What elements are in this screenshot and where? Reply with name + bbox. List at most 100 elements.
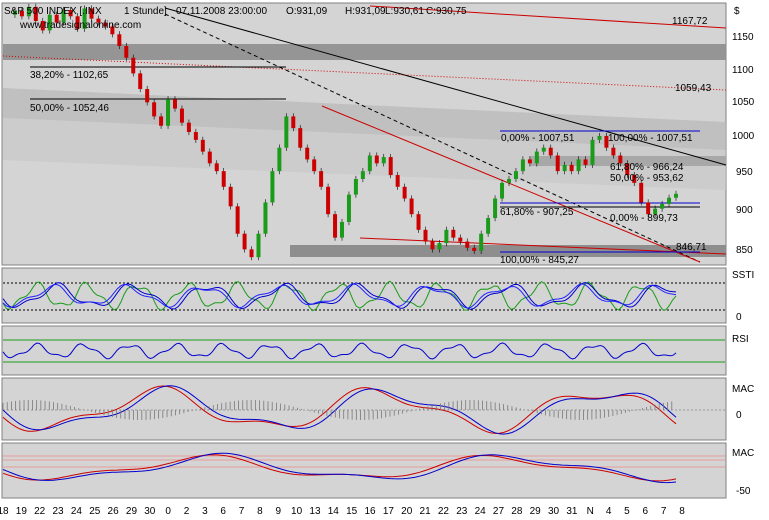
header-open: O:931,09: [286, 6, 328, 17]
candle-body: [346, 194, 351, 222]
candle-body: [47, 14, 52, 31]
time-tick: 3: [202, 506, 208, 517]
candle-body: [646, 202, 651, 215]
time-tick: 31: [566, 506, 578, 517]
candle-body: [486, 218, 491, 234]
candle-body: [166, 99, 171, 126]
candle-body: [576, 159, 581, 172]
indicator-lines: [2, 280, 725, 484]
time-tick: 9: [275, 506, 281, 517]
time-tick: 14: [328, 506, 340, 517]
candle-body: [89, 8, 94, 19]
fib-382-label: 38,20% - 1102,65: [30, 70, 109, 81]
dotted-resistance-line: [2, 55, 727, 91]
time-tick: 16: [364, 506, 376, 517]
trend-band-lower: [3, 118, 726, 190]
price-tick: 1100: [732, 65, 754, 76]
fib-0-lower-label: 0,00% - 899,73: [610, 213, 678, 224]
macd1-label: MAC: [732, 384, 754, 395]
candle-body: [159, 116, 164, 126]
candle-body: [96, 18, 101, 23]
fib-band-966: [530, 156, 726, 166]
time-tick: 6: [220, 506, 226, 517]
candle-body: [242, 233, 247, 250]
fib-618-upper-label: 61,80% - 966,24: [610, 162, 684, 173]
header-interval: 1 Stunde]: [124, 6, 167, 17]
time-tick: 19: [16, 506, 28, 517]
candle-body: [507, 178, 511, 183]
time-tick: 29: [126, 506, 138, 517]
candle-body: [625, 163, 630, 176]
header-symbol: S&P 500 INDEX [.INX: [4, 6, 102, 17]
candle-body: [221, 171, 226, 187]
macd1-signal-line: [2, 385, 677, 434]
candle-body: [583, 159, 588, 165]
header-close: C:930,75: [426, 6, 467, 17]
rsi-panel: [1, 325, 727, 376]
time-tick: 23: [52, 506, 64, 517]
candle-body: [395, 175, 400, 187]
candle-body: [465, 241, 470, 248]
header-low: L:930,61: [385, 6, 424, 17]
candle-body: [667, 197, 672, 204]
candle-body: [68, 10, 73, 17]
time-tick: 22: [34, 506, 46, 517]
rsi-label: RSI: [732, 334, 749, 345]
price-tick: 950: [736, 167, 753, 178]
time-tick: 26: [108, 506, 120, 517]
candle-body: [500, 182, 505, 199]
candle-body: [367, 155, 372, 172]
time-tick: 27: [493, 506, 505, 517]
time-tick: 6: [643, 506, 649, 517]
macd2-line: [2, 452, 677, 484]
ssti-green-line: [2, 280, 677, 312]
candle-body: [284, 116, 289, 148]
candle-body: [207, 151, 212, 164]
candle-body: [527, 159, 532, 164]
candle-body: [590, 139, 595, 165]
level-1167-label: 1167,72: [672, 16, 708, 27]
price-tick: 900: [736, 205, 753, 216]
ssti-label: SSTI: [732, 270, 754, 281]
macd1-histogram: [2, 400, 673, 420]
candle-body: [19, 10, 24, 17]
time-tick: 2: [184, 506, 190, 517]
time-tick: 30: [144, 506, 156, 517]
time-tick: 23: [456, 506, 468, 517]
candle-body: [138, 73, 143, 90]
candle-body: [152, 102, 157, 117]
candle-body: [653, 208, 658, 215]
time-tick: 21: [420, 506, 432, 517]
time-tick: 17: [383, 506, 395, 517]
time-tick: 4: [606, 506, 612, 517]
watermark: www.tradesignalonline.com: [19, 20, 141, 31]
candle-body: [319, 171, 324, 187]
candle-body: [12, 10, 17, 15]
fib-0-label: 0,00% - 1007,51: [501, 133, 575, 144]
candle-body: [611, 147, 616, 156]
ssti-blue-line: [2, 281, 677, 310]
time-tick: N: [587, 506, 594, 517]
time-tick: 5: [624, 506, 630, 517]
ssti-panel: [1, 267, 727, 324]
candle-body: [340, 221, 344, 238]
time-tick: 30: [548, 506, 560, 517]
level-846-label: 846,71: [676, 242, 707, 253]
fib-50-right-label: 50,00% - 953,62: [610, 173, 684, 184]
time-tick: 29: [530, 506, 542, 517]
fib-100-label: 100,00% - 1007,51: [608, 133, 693, 144]
support-band-850: [290, 245, 726, 257]
time-tick: 8: [679, 506, 685, 517]
trend-band-upper: [3, 88, 726, 150]
price-tick: 1000: [732, 131, 755, 142]
candle-body: [388, 157, 393, 176]
candle-body: [312, 159, 317, 172]
candle-body: [270, 171, 275, 203]
candle-body: [416, 214, 421, 230]
candle-body: [263, 202, 268, 234]
candle-body: [214, 163, 219, 172]
candle-body: [618, 155, 623, 164]
candle-body: [173, 99, 177, 109]
macd-panel-2: [1, 442, 727, 499]
candle-body: [548, 147, 553, 156]
